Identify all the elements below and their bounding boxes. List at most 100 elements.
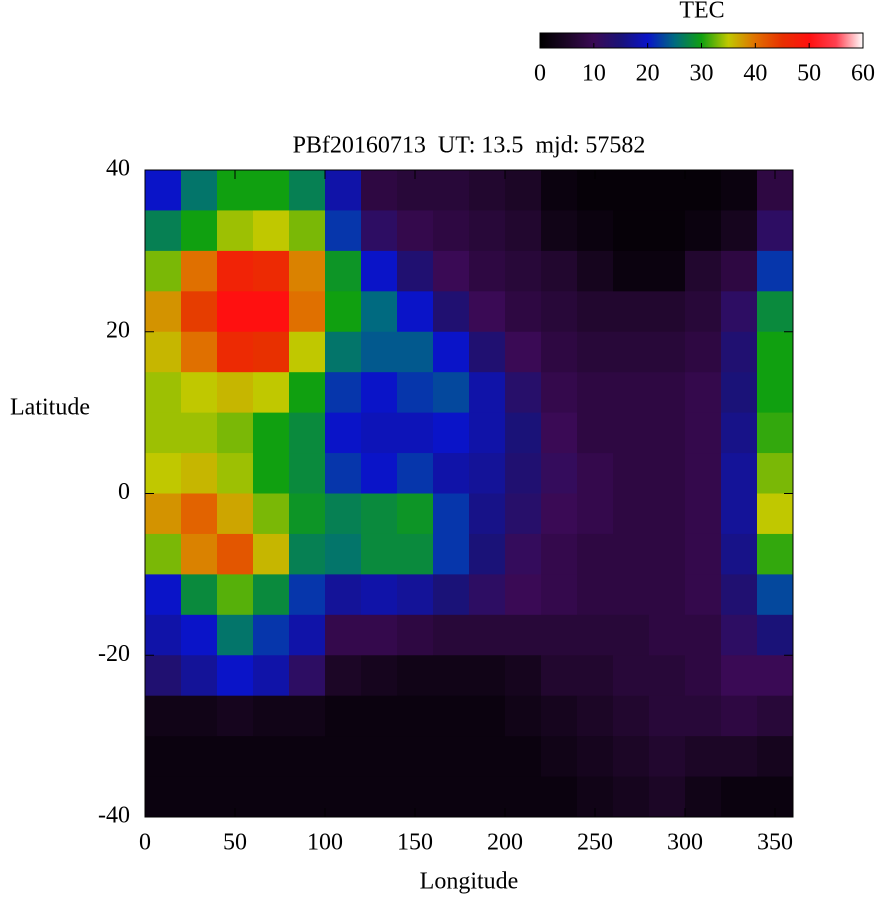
chart-title: PBf20160713 UT: 13.5 mjd: 57582 [293, 133, 646, 159]
x-tick-label: 50 [223, 830, 247, 856]
heatmap-cell [541, 533, 578, 575]
heatmap-cell [685, 574, 722, 616]
heatmap-cell [505, 493, 542, 535]
heatmap-cell [721, 372, 758, 414]
heatmap-cell [685, 372, 722, 414]
heatmap-cell [361, 372, 398, 414]
heatmap-cell [433, 695, 470, 737]
heatmap-cell [361, 170, 398, 211]
heatmap-cell [181, 776, 218, 818]
heatmap-cell [577, 372, 614, 414]
heatmap [145, 170, 794, 818]
heatmap-cell [577, 655, 614, 697]
heatmap-cell [325, 574, 362, 616]
heatmap-cell [181, 291, 218, 333]
x-tick-label: 100 [307, 830, 343, 856]
heatmap-cell [397, 695, 434, 737]
y-tick-label: -20 [98, 641, 130, 667]
heatmap-cell [613, 533, 650, 575]
heatmap-cell [145, 533, 182, 575]
heatmap-cell [541, 412, 578, 454]
heatmap-cell [361, 695, 398, 737]
heatmap-cell [397, 210, 434, 252]
heatmap-cell [469, 574, 506, 616]
heatmap-cell [577, 412, 614, 454]
colorbar-label: TEC [679, 0, 724, 24]
heatmap-cell [757, 412, 794, 454]
heatmap-cell [217, 291, 254, 333]
heatmap-cell [757, 372, 794, 414]
heatmap-cell [433, 291, 470, 333]
heatmap-cell [577, 291, 614, 333]
heatmap-cell [469, 655, 506, 697]
heatmap-cell [721, 170, 758, 211]
heatmap-cell [253, 533, 290, 575]
x-tick-label: 0 [139, 830, 151, 856]
heatmap-cell [181, 331, 218, 373]
heatmap-cell [253, 493, 290, 535]
heatmap-cell [757, 291, 794, 333]
heatmap-cell [433, 614, 470, 656]
heatmap-cell [433, 736, 470, 778]
heatmap-cell [757, 655, 794, 697]
heatmap-cell [577, 695, 614, 737]
heatmap-cell [325, 533, 362, 575]
heatmap-cell [181, 412, 218, 454]
heatmap-cell [289, 291, 326, 333]
heatmap-cell [469, 533, 506, 575]
heatmap-cell [253, 210, 290, 252]
heatmap-cell [361, 655, 398, 697]
heatmap-cell [685, 614, 722, 656]
heatmap-cell [181, 736, 218, 778]
heatmap-cell [181, 372, 218, 414]
heatmap-cell [181, 453, 218, 494]
heatmap-cell [649, 614, 686, 656]
heatmap-cell [577, 210, 614, 252]
heatmap-cell [253, 574, 290, 616]
heatmap-cell [145, 170, 182, 211]
heatmap-cell [433, 331, 470, 373]
heatmap-cell [721, 695, 758, 737]
heatmap-cell [721, 493, 758, 535]
heatmap-cell [325, 331, 362, 373]
heatmap-cell [505, 776, 542, 818]
heatmap-cell [541, 736, 578, 778]
heatmap-cell [397, 250, 434, 292]
heatmap-cell [397, 533, 434, 575]
heatmap-cell [433, 250, 470, 292]
heatmap-cell [721, 412, 758, 454]
heatmap-cell [505, 655, 542, 697]
heatmap-cell [397, 736, 434, 778]
heatmap-cell [469, 695, 506, 737]
heatmap-cell [649, 736, 686, 778]
heatmap-cell [361, 210, 398, 252]
heatmap-cell [469, 372, 506, 414]
heatmap-cell [613, 453, 650, 494]
heatmap-cell [289, 250, 326, 292]
heatmap-cell [145, 412, 182, 454]
heatmap-cell [757, 210, 794, 252]
heatmap-cell [469, 291, 506, 333]
heatmap-cell [721, 574, 758, 616]
heatmap-cell [649, 210, 686, 252]
heatmap-cell [145, 250, 182, 292]
heatmap-cell [757, 533, 794, 575]
heatmap-cell [541, 574, 578, 616]
heatmap-cell [181, 614, 218, 656]
heatmap-cell [433, 655, 470, 697]
heatmap-cell [361, 250, 398, 292]
heatmap-cell [757, 736, 794, 778]
heatmap-cell [541, 372, 578, 414]
x-tick-label: 250 [577, 830, 613, 856]
heatmap-cell [145, 493, 182, 535]
heatmap-cell [289, 372, 326, 414]
heatmap-cell [505, 412, 542, 454]
heatmap-cell [757, 453, 794, 494]
heatmap-cell [469, 250, 506, 292]
heatmap-cell [433, 412, 470, 454]
x-tick-label: 350 [757, 830, 793, 856]
heatmap-cell [217, 695, 254, 737]
heatmap-cell [145, 574, 182, 616]
heatmap-cell [685, 655, 722, 697]
heatmap-cell [217, 250, 254, 292]
